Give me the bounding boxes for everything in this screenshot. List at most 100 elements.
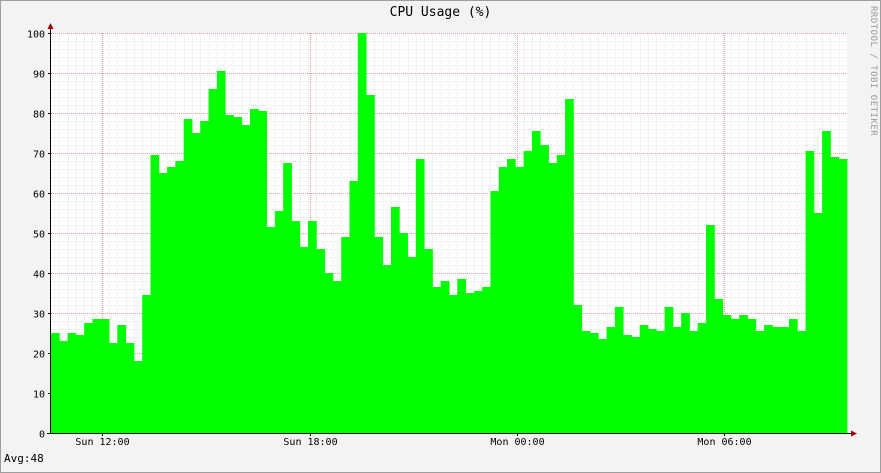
chart-title: CPU Usage (%) xyxy=(389,5,492,20)
x-tick-label: Sun 18:00 xyxy=(283,437,337,448)
data-bar xyxy=(291,221,301,433)
data-bar xyxy=(830,157,840,433)
data-bar xyxy=(424,249,433,433)
x-tick-label: Sun 12:00 xyxy=(75,437,129,448)
data-bar xyxy=(722,315,732,433)
data-bar xyxy=(598,339,607,433)
x-tick-label: Mon 00:00 xyxy=(490,437,544,448)
data-bar xyxy=(75,335,85,433)
data-bar xyxy=(706,225,715,433)
data-bar xyxy=(274,211,284,433)
data-bar xyxy=(332,281,342,433)
data-bar xyxy=(250,109,259,433)
data-bar xyxy=(805,151,815,433)
data-bar xyxy=(490,191,500,433)
data-bar xyxy=(639,325,649,433)
data-bar xyxy=(299,247,309,433)
data-bar xyxy=(813,213,823,433)
data-bar xyxy=(84,323,93,433)
y-tick-label: 90 xyxy=(33,70,45,81)
data-bar xyxy=(225,115,234,433)
data-bar xyxy=(623,335,632,433)
data-bar xyxy=(656,331,665,433)
y-tick-label: 70 xyxy=(33,150,45,161)
y-tick-label: 30 xyxy=(33,310,45,321)
data-bar xyxy=(515,167,525,433)
y-axis-arrow xyxy=(47,23,54,29)
data-bar xyxy=(631,337,641,433)
data-bar xyxy=(689,331,699,433)
data-bar xyxy=(507,159,516,433)
data-bar xyxy=(150,155,160,433)
data-bar xyxy=(175,161,185,433)
data-bar xyxy=(316,249,326,433)
data-bar xyxy=(664,307,674,433)
data-bar xyxy=(739,315,748,433)
data-bar xyxy=(730,319,740,433)
y-tick-label: 60 xyxy=(33,190,45,201)
data-bar xyxy=(374,237,384,433)
data-bar xyxy=(67,333,77,433)
watermark: RRDTOOL / TOBI OETIKER xyxy=(868,6,878,137)
data-bar xyxy=(125,343,135,433)
data-bar xyxy=(681,313,690,433)
data-bar xyxy=(523,151,533,433)
data-bar xyxy=(324,273,334,433)
data-bar xyxy=(283,163,292,433)
data-bar xyxy=(399,233,408,433)
data-bar xyxy=(200,121,209,433)
data-bar xyxy=(747,319,757,433)
data-bar xyxy=(473,291,483,433)
data-bar xyxy=(366,95,375,433)
data-bar xyxy=(415,159,425,433)
data-bar xyxy=(797,331,806,433)
data-bar xyxy=(390,207,400,433)
data-bar xyxy=(581,331,591,433)
data-bar xyxy=(755,331,765,433)
data-bar xyxy=(59,341,68,433)
data-bar xyxy=(167,167,176,433)
x-tick-label: Mon 06:00 xyxy=(697,437,751,448)
y-tick-label: 100 xyxy=(27,30,45,41)
y-tick-label: 20 xyxy=(33,350,45,361)
data-bar xyxy=(382,265,392,433)
data-bar xyxy=(440,281,450,433)
average-label: Avg:48 xyxy=(4,452,44,465)
data-bar xyxy=(465,293,475,433)
data-bar xyxy=(109,343,118,433)
data-bar xyxy=(308,221,317,433)
data-bar xyxy=(788,319,798,433)
y-tick-label: 50 xyxy=(33,230,45,241)
data-bar xyxy=(780,327,790,433)
data-bar xyxy=(133,361,143,433)
data-bar xyxy=(606,327,616,433)
data-bar xyxy=(158,173,168,433)
data-bar xyxy=(357,33,367,433)
data-bar xyxy=(648,329,657,433)
data-bar xyxy=(672,327,682,433)
data-bar xyxy=(216,71,226,433)
data-bar xyxy=(589,333,599,433)
data-bar xyxy=(117,325,127,433)
data-bar xyxy=(341,237,350,433)
data-bar xyxy=(191,133,201,433)
data-bar xyxy=(266,227,276,433)
data-bar xyxy=(407,257,417,433)
x-axis-arrow xyxy=(851,430,857,437)
data-bar xyxy=(258,111,267,433)
data-bar xyxy=(241,125,251,433)
data-bar xyxy=(183,119,193,433)
data-bar xyxy=(92,319,102,433)
y-tick-label: 40 xyxy=(33,270,45,281)
data-bar xyxy=(838,159,848,433)
data-bar xyxy=(556,155,566,433)
data-bar xyxy=(100,319,110,433)
data-bar xyxy=(822,131,831,433)
data-bar xyxy=(540,145,549,433)
data-bar xyxy=(142,295,151,433)
data-bar xyxy=(697,323,707,433)
data-bar xyxy=(208,89,218,433)
data-bar xyxy=(482,287,491,433)
data-bar xyxy=(498,167,508,433)
